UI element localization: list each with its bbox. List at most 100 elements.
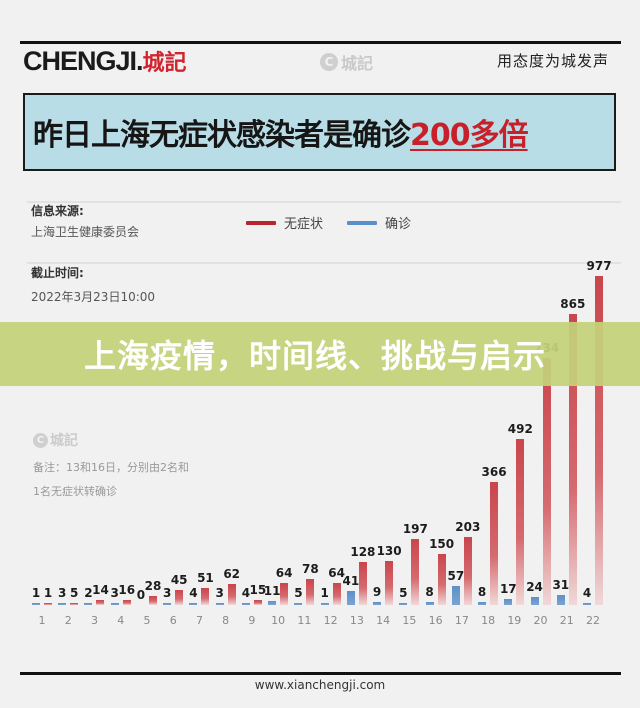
banner-title: 上海疫情，时间线、挑战与启示 <box>84 337 547 375</box>
value-label-confirmed: 11 <box>263 584 281 599</box>
x-tick-label: 7 <box>195 614 203 627</box>
bar-asymptomatic <box>516 439 525 605</box>
bar-asymptomatic <box>70 603 79 605</box>
value-label-asymptomatic: 130 <box>376 544 402 559</box>
logo-en-part1: CH <box>23 46 61 76</box>
value-label-confirmed: 4 <box>582 586 592 600</box>
watermark-mid: C 城記 <box>33 430 78 450</box>
value-label-confirmed: 0 <box>136 588 146 602</box>
bar-asymptomatic <box>568 313 577 605</box>
value-label-asymptomatic: 28 <box>144 578 162 593</box>
value-label-asymptomatic: 64 <box>275 566 293 581</box>
value-label-confirmed: 17 <box>499 582 517 597</box>
bar-asymptomatic <box>280 583 289 605</box>
bar-confirmed <box>189 603 198 605</box>
top-rule <box>20 41 621 44</box>
x-tick-label: 21 <box>559 614 574 627</box>
footer-url: www.xianchengji.com <box>254 678 386 692</box>
bar-asymptomatic <box>595 276 604 605</box>
bar-asymptomatic <box>358 561 367 605</box>
logo-en-e: E <box>60 46 78 76</box>
legend-swatch-red <box>246 220 276 225</box>
value-label-asymptomatic: 45 <box>170 572 188 587</box>
bar-confirmed <box>320 603 329 605</box>
note-line-1: 备注：13和16日，分别由2名和 <box>33 461 189 474</box>
x-tick-label: 9 <box>248 614 256 627</box>
legend-label: 无症状 <box>284 217 324 232</box>
watermark-c-icon: C <box>320 53 338 71</box>
value-label-asymptomatic: 51 <box>197 570 214 585</box>
x-tick-label: 5 <box>143 614 151 627</box>
x-tick-label: 10 <box>271 614 286 627</box>
x-tick-label: 4 <box>117 614 125 627</box>
value-label-asymptomatic: 78 <box>302 561 319 576</box>
x-tick-label: 20 <box>533 614 548 627</box>
bar-asymptomatic <box>175 589 184 605</box>
bar-asymptomatic <box>227 584 236 605</box>
headline: 昨日上海无症状感染者是确诊200多倍 <box>33 110 529 154</box>
chengji-logo: CHENGJI.城記 <box>23 46 187 78</box>
bar-confirmed <box>556 594 565 605</box>
bar-asymptomatic <box>542 357 551 605</box>
divider <box>27 262 621 264</box>
bar-confirmed <box>268 601 277 605</box>
bar-confirmed <box>110 603 119 605</box>
x-tick-label: 2 <box>64 614 72 627</box>
bar-confirmed <box>504 599 513 605</box>
legend-item-confirmed: 确诊 <box>347 213 411 232</box>
cutoff-label: 截止时间: <box>31 266 84 280</box>
value-label-asymptomatic: 197 <box>402 521 428 536</box>
bar-confirmed <box>583 603 592 605</box>
watermark-text: 城記 <box>50 433 78 449</box>
bar-confirmed <box>346 591 355 605</box>
logo-en-part2: NGJI. <box>77 46 144 76</box>
value-label-confirmed: 31 <box>552 577 570 592</box>
bar-asymptomatic <box>44 603 52 605</box>
source-value: 上海卫生健康委员会 <box>31 225 140 239</box>
x-tick-label: 6 <box>169 614 177 627</box>
headline-main: 昨日上海无症状感染者是确诊 <box>33 118 411 153</box>
bar-asymptomatic <box>490 481 499 605</box>
bar-confirmed <box>163 603 172 605</box>
value-label-asymptomatic: 16 <box>118 582 136 597</box>
bar-asymptomatic <box>148 595 157 605</box>
bar-confirmed <box>215 603 224 605</box>
note-line-2: 1名无症状转确诊 <box>33 485 117 498</box>
value-label-confirmed: 1 <box>320 586 329 600</box>
x-tick-label: 11 <box>297 614 312 627</box>
value-label-asymptomatic: 865 <box>560 296 586 311</box>
bar-asymptomatic <box>96 600 105 605</box>
x-tick-label: 17 <box>454 614 469 627</box>
x-tick-label: 22 <box>586 614 601 627</box>
value-label-confirmed: 24 <box>526 579 543 594</box>
bar-confirmed <box>84 603 93 605</box>
watermark-c-icon: C <box>33 432 48 448</box>
value-label-asymptomatic: 62 <box>223 567 241 582</box>
x-tick-label: 18 <box>481 614 496 627</box>
legend-swatch-blue <box>347 220 378 225</box>
headline-highlight: 200多倍 <box>410 118 529 153</box>
source-label: 信息来源: <box>31 204 84 218</box>
bar-asymptomatic <box>306 578 315 605</box>
headline-box: 昨日上海无症状感染者是确诊200多倍 <box>23 93 616 171</box>
value-label-asymptomatic: 203 <box>455 519 481 534</box>
value-label-confirmed: 3 <box>58 586 67 600</box>
x-tick-label: 13 <box>349 614 364 627</box>
value-label-asymptomatic: 64 <box>328 566 345 581</box>
watermark-text: 城記 <box>341 54 374 73</box>
cutoff-value: 2022年3月23日10:00 <box>31 290 156 304</box>
value-label-asymptomatic: 150 <box>429 537 455 552</box>
value-label-asymptomatic: 492 <box>507 422 533 437</box>
value-label-confirmed: 8 <box>425 585 434 600</box>
bar-asymptomatic <box>463 536 472 605</box>
value-label-asymptomatic: 1 <box>43 586 53 600</box>
bar-confirmed <box>451 585 460 605</box>
divider <box>27 201 621 203</box>
value-label-confirmed: 5 <box>294 586 303 600</box>
overlay-banner: 上海疫情，时间线、挑战与启示 <box>0 322 640 386</box>
value-label-asymptomatic: 128 <box>350 544 376 559</box>
bar-asymptomatic <box>253 599 262 605</box>
x-tick-label: 3 <box>90 614 98 627</box>
watermark-top: C 城記 <box>320 50 373 74</box>
bar-confirmed <box>530 596 539 605</box>
